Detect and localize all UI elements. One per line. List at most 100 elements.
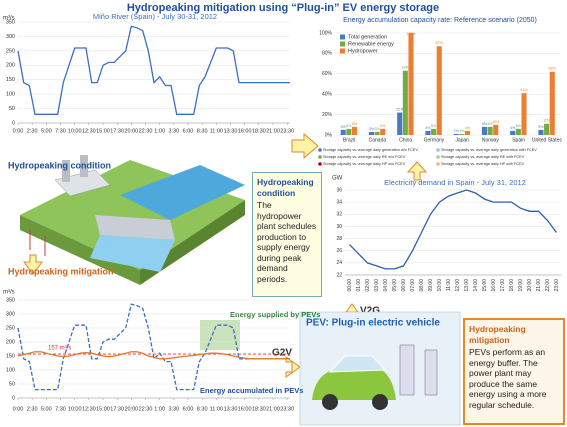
- x-tick-label: 11:00: [210, 406, 223, 412]
- bar: [544, 123, 550, 135]
- x-tick-label: 3:30: [168, 406, 179, 412]
- x-tick-label: 10:00: [68, 406, 82, 412]
- x-tick-label: 20:00: [124, 128, 138, 134]
- value-label: 8%: [487, 122, 493, 126]
- arrow: [285, 356, 301, 378]
- y-tick-label: 0%: [325, 132, 333, 138]
- x-tick-label: 10:00: [437, 279, 443, 292]
- y-tick-label: 50: [9, 381, 15, 387]
- annotation: G2V: [272, 348, 292, 359]
- note-label: Storage capacity vs. average daily HP w/…: [323, 162, 406, 166]
- land-side: [140, 200, 245, 285]
- line-series: [349, 189, 558, 270]
- x-tick-label: 06:00: [401, 279, 407, 292]
- bar: [464, 130, 471, 135]
- y-tick-label: 80%: [322, 51, 333, 57]
- charger: [424, 349, 438, 396]
- y-tick-label: 20%: [322, 112, 333, 118]
- y-tick-label: 24: [336, 260, 342, 266]
- legend-label: Total generation: [348, 34, 387, 40]
- x-tick-label: Germany: [424, 137, 445, 143]
- value-label: 4%: [510, 126, 516, 130]
- x-tick-label: Norway: [482, 137, 499, 143]
- bar: [431, 128, 437, 135]
- note-label: Storage capacity vs. average daily gener…: [323, 148, 418, 152]
- river: [90, 235, 175, 272]
- x-tick-label: 16:00: [491, 279, 497, 292]
- y-axis-label: m³/s: [3, 290, 15, 296]
- legend-label: Renewable energy: [348, 41, 394, 47]
- y-tick-label: 350: [6, 297, 15, 303]
- bar: [459, 133, 465, 135]
- value-label: 6%: [516, 124, 522, 128]
- x-tick-label: 07:00: [410, 279, 416, 292]
- x-tick-label: 22:30: [139, 128, 153, 134]
- x-tick-label: 16:00: [238, 128, 252, 134]
- value-label: 6%: [431, 124, 437, 128]
- note-marker: [436, 162, 440, 166]
- line-series: [17, 351, 290, 360]
- value-label: 4%: [465, 126, 471, 130]
- value-label: 1%: [459, 129, 465, 133]
- bar: [374, 131, 380, 135]
- x-tick-label: 20:00: [527, 279, 533, 292]
- note-label: Storage capacity vs. average daily RE wi…: [441, 155, 525, 159]
- arrow: [23, 254, 43, 275]
- legend-label: Hydropower: [348, 48, 378, 54]
- condition-label: Hydropeaking condition: [8, 160, 111, 170]
- x-tick-label: China: [399, 137, 412, 143]
- x-tick-label: 13:30: [224, 406, 238, 412]
- x-tick-label: 5:00: [41, 406, 52, 412]
- x-tick-label: 2:30: [27, 128, 38, 134]
- x-tick-label: 17:30: [110, 406, 124, 412]
- value-label: 5%: [538, 125, 544, 129]
- value-label: 11%: [543, 119, 551, 123]
- x-tick-label: 21:00: [266, 406, 280, 412]
- value-label: 41%: [520, 88, 528, 92]
- x-tick-label: 12:30: [82, 406, 96, 412]
- y-axis-label: m³/s: [3, 16, 15, 22]
- reservoir: [120, 165, 245, 220]
- bar: [487, 126, 493, 135]
- bar: [402, 70, 408, 135]
- x-tick-label: 6:00: [183, 406, 194, 412]
- x-tick-label: Brazil: [343, 137, 356, 143]
- x-tick-label: Canada: [369, 137, 387, 143]
- x-tick-label: 17:30: [110, 128, 124, 134]
- x-tick-label: 05:00: [392, 279, 398, 292]
- x-tick-label: 03:00: [374, 279, 380, 292]
- bar: [436, 46, 442, 136]
- x-tick-label: 11:00: [446, 279, 452, 291]
- x-tick-label: 09:00: [428, 279, 434, 292]
- bar: [368, 131, 374, 135]
- y-axis-label: GW: [332, 176, 343, 182]
- x-tick-label: 04:00: [383, 279, 389, 292]
- y-tick-label: 250: [6, 48, 15, 54]
- bar: [453, 133, 459, 135]
- note-label: Storage capacity vs. average daily HP wi…: [441, 162, 525, 166]
- bar: [346, 128, 352, 135]
- value-label: 22%: [396, 108, 404, 112]
- x-tick-label: 22:00: [545, 279, 551, 292]
- y-tick-label: 30: [336, 224, 342, 230]
- value-label: 87%: [436, 41, 444, 45]
- bars: [340, 33, 555, 136]
- x-tick-label: 20:00: [124, 406, 138, 412]
- plant-stack: [62, 160, 70, 182]
- value-label: 4%: [425, 126, 431, 130]
- wheel: [372, 394, 388, 410]
- x-tick-label: 0:00: [13, 406, 24, 412]
- bar: [380, 128, 386, 135]
- value-label: 5%: [341, 125, 347, 129]
- bar: [538, 129, 544, 135]
- x-tick-label: 23:30: [280, 128, 294, 134]
- x-tick-label: 7:30: [55, 128, 66, 134]
- y-tick-label: 60%: [322, 71, 333, 77]
- note-label: Storage capacity vs. average daily RE w/…: [323, 155, 406, 159]
- bar: [397, 112, 403, 135]
- y-tick-label: 0: [12, 120, 15, 126]
- x-tick-label: 8:30: [197, 128, 208, 134]
- y-tick-label: 40%: [322, 92, 333, 98]
- x-tick-label: 18:00: [509, 279, 515, 292]
- box-title: Hydropeaking condition: [257, 177, 314, 198]
